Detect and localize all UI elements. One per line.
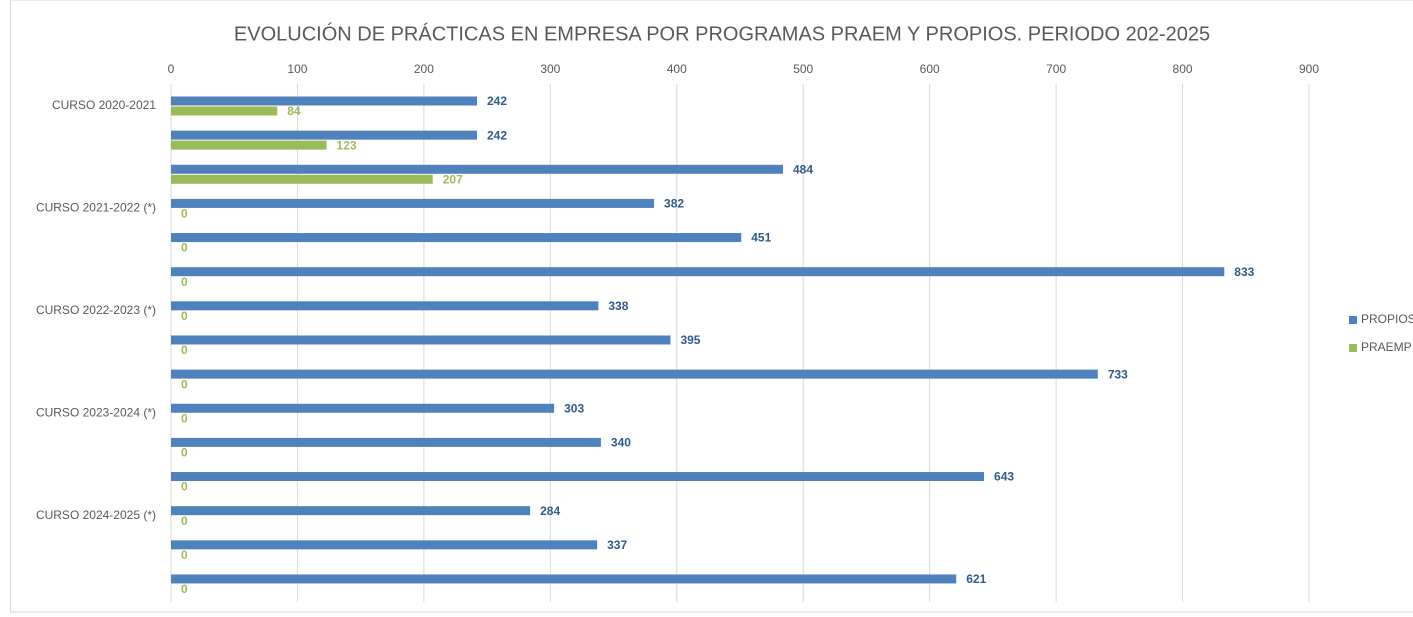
bar <box>171 198 655 208</box>
data-label: 337 <box>607 538 627 552</box>
data-label: 733 <box>1108 367 1128 381</box>
bar <box>171 233 742 243</box>
bar <box>171 506 531 516</box>
bar <box>171 574 957 584</box>
legend-swatch <box>1349 316 1357 324</box>
data-label: 242 <box>487 128 507 142</box>
data-label: 0 <box>181 514 188 528</box>
bar <box>171 540 598 550</box>
data-label: 338 <box>608 299 628 313</box>
x-tick-label: 100 <box>287 62 307 76</box>
x-tick-label: 500 <box>793 62 813 76</box>
data-label: 0 <box>181 377 188 391</box>
bar <box>171 140 327 150</box>
bar <box>171 267 1225 277</box>
legend-swatch <box>1349 344 1357 352</box>
x-tick-label: 800 <box>1173 62 1193 76</box>
x-tick-label: 900 <box>1299 62 1319 76</box>
bar <box>171 96 477 106</box>
data-label: 84 <box>287 104 301 118</box>
bar <box>171 472 985 482</box>
x-tick-label: 700 <box>1046 62 1066 76</box>
chart-title: EVOLUCIÓN DE PRÁCTICAS EN EMPRESA POR PR… <box>234 22 1210 45</box>
bar <box>171 130 477 140</box>
data-label: 621 <box>966 572 986 586</box>
data-label: 242 <box>487 94 507 108</box>
data-label: 643 <box>994 470 1014 484</box>
data-label: 0 <box>181 343 188 357</box>
data-label: 303 <box>564 401 584 415</box>
data-label: 382 <box>664 197 684 211</box>
data-label: 451 <box>751 231 771 245</box>
y-tick-label: CURSO 2020-2021 <box>52 98 156 112</box>
y-tick-label: CURSO 2022-2023 (*) <box>36 303 156 317</box>
data-label: 340 <box>611 436 631 450</box>
data-label: 395 <box>680 333 700 347</box>
data-label: 0 <box>181 411 188 425</box>
data-label: 0 <box>181 207 188 221</box>
data-label: 0 <box>181 548 188 562</box>
data-label: 123 <box>337 138 357 152</box>
bar <box>171 403 555 413</box>
data-label: 284 <box>540 504 560 518</box>
bar <box>171 174 433 184</box>
y-tick-label: CURSO 2023-2024 (*) <box>36 405 156 419</box>
x-tick-label: 300 <box>540 62 560 76</box>
legend-label: PROPIOS <box>1361 312 1413 326</box>
bar <box>171 164 783 174</box>
y-tick-label: CURSO 2024-2025 (*) <box>36 508 156 522</box>
x-tick-label: 600 <box>920 62 940 76</box>
bar <box>171 369 1098 379</box>
bar <box>171 106 278 116</box>
data-label: 207 <box>443 172 463 186</box>
x-tick-label: 200 <box>414 62 434 76</box>
data-label: 0 <box>181 241 188 255</box>
x-tick-label: 400 <box>667 62 687 76</box>
legend-label: PRAEMP <box>1361 340 1412 354</box>
x-tick-label: 0 <box>168 62 175 76</box>
data-label: 0 <box>181 446 188 460</box>
bar <box>171 437 601 447</box>
bar <box>171 335 671 345</box>
data-label: 0 <box>181 309 188 323</box>
data-label: 484 <box>793 162 813 176</box>
data-label: 833 <box>1234 265 1254 279</box>
data-label: 0 <box>181 480 188 494</box>
data-label: 0 <box>181 275 188 289</box>
data-label: 0 <box>181 582 188 596</box>
y-tick-label: CURSO 2021-2022 (*) <box>36 201 156 215</box>
chart-frame <box>10 0 1413 613</box>
bar <box>171 301 599 311</box>
